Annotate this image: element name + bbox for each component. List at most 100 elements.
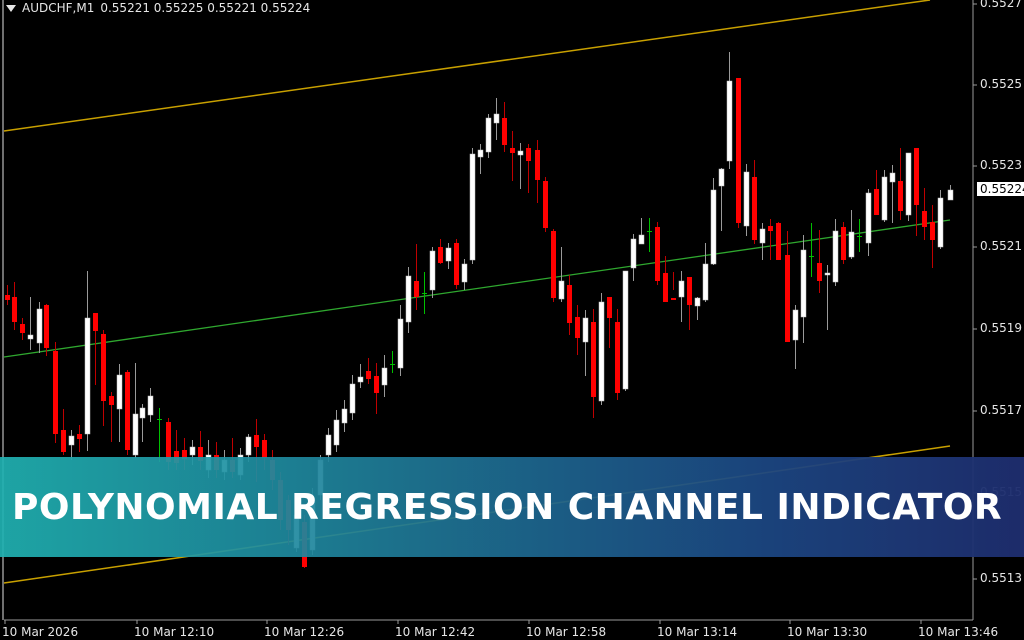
chart-header: AUDCHF,M1 0.55221 0.55225 0.55221 0.5522… xyxy=(6,1,310,15)
candle xyxy=(663,256,668,302)
candle xyxy=(543,177,548,232)
candle xyxy=(817,230,822,293)
candle xyxy=(27,297,34,350)
candle xyxy=(785,231,790,342)
symbol-timeframe: AUDCHF,M1 xyxy=(22,1,95,15)
candle xyxy=(702,243,709,302)
candle xyxy=(898,148,903,220)
candle xyxy=(93,313,98,385)
candle xyxy=(874,170,879,215)
candle xyxy=(36,302,43,353)
time-label: 10 Mar 13:14 xyxy=(657,625,738,639)
price-label: 0.5527 xyxy=(980,0,1022,10)
candle xyxy=(510,131,515,181)
candle xyxy=(889,165,896,223)
candle xyxy=(752,160,757,244)
candle xyxy=(630,234,637,281)
candle xyxy=(551,229,556,302)
candle xyxy=(44,304,49,356)
candle xyxy=(397,305,404,376)
candle xyxy=(109,392,114,442)
candle xyxy=(535,140,540,203)
candle xyxy=(687,277,692,330)
ohlc-values: 0.55221 0.55225 0.55221 0.55224 xyxy=(100,1,311,15)
candle xyxy=(914,148,919,236)
candle xyxy=(157,408,162,462)
candle xyxy=(381,355,388,397)
candle xyxy=(622,270,629,391)
candle xyxy=(947,185,954,201)
candle xyxy=(477,144,484,174)
candle xyxy=(575,305,580,355)
time-label: 10 Mar 13:46 xyxy=(918,625,999,639)
candle xyxy=(526,144,531,193)
candle xyxy=(865,189,872,256)
candle xyxy=(905,152,912,221)
candle xyxy=(493,98,500,140)
candle xyxy=(937,190,944,249)
price-axis-ticks xyxy=(973,3,977,580)
candle xyxy=(710,178,717,265)
time-label: 10 Mar 12:58 xyxy=(526,625,607,639)
time-label: 10 Mar 12:26 xyxy=(264,625,345,639)
candle xyxy=(832,219,839,286)
candle xyxy=(454,239,459,289)
candle xyxy=(930,205,935,268)
candle xyxy=(469,148,476,264)
candle xyxy=(922,188,927,240)
title-banner: POLYNOMIAL REGRESSION CHANNEL INDICATOR xyxy=(0,457,1024,557)
candle xyxy=(647,218,652,252)
candle xyxy=(607,297,612,348)
candle xyxy=(736,78,741,228)
candle xyxy=(800,235,807,343)
price-label: 0.5523 xyxy=(980,158,1022,172)
candle xyxy=(461,259,468,290)
candle xyxy=(848,210,855,259)
candle xyxy=(615,309,620,400)
candles-group xyxy=(5,52,954,568)
candle xyxy=(759,223,766,260)
candle xyxy=(792,305,799,369)
candle xyxy=(20,318,25,340)
candle xyxy=(502,102,507,152)
candle xyxy=(591,309,596,418)
price-label: 0.5519 xyxy=(980,321,1022,335)
candle xyxy=(768,219,773,260)
candle xyxy=(422,272,427,314)
candle xyxy=(101,330,106,426)
candle xyxy=(517,143,524,189)
candle xyxy=(726,52,733,169)
upper-channel-line xyxy=(3,0,931,132)
candle xyxy=(558,247,565,302)
regression-center-line xyxy=(3,219,951,358)
candle xyxy=(132,363,139,458)
candle xyxy=(374,363,379,414)
candle xyxy=(325,428,332,462)
candle xyxy=(582,310,589,376)
banner-title: POLYNOMIAL REGRESSION CHANNEL INDICATOR xyxy=(12,486,1003,528)
candle xyxy=(567,275,572,335)
candle xyxy=(638,218,645,245)
candle xyxy=(125,370,130,455)
candle xyxy=(349,375,356,420)
candle xyxy=(776,222,781,260)
candle xyxy=(655,222,660,285)
price-label: 0.5521 xyxy=(980,239,1022,253)
time-label: 10 Mar 12:42 xyxy=(395,625,476,639)
candle xyxy=(438,239,443,264)
candle xyxy=(341,400,348,432)
triangle-down-icon[interactable] xyxy=(6,5,16,12)
candle xyxy=(694,297,701,320)
candle xyxy=(718,168,725,231)
candle xyxy=(77,425,82,452)
time-axis-ticks xyxy=(4,620,922,624)
price-label: 0.5525 xyxy=(980,77,1022,91)
candle xyxy=(116,364,123,442)
candle xyxy=(12,282,17,330)
candle xyxy=(366,358,371,384)
price-label: 0.5517 xyxy=(980,403,1022,417)
candle xyxy=(5,285,10,305)
candle xyxy=(678,271,685,322)
candle xyxy=(53,342,58,443)
candle xyxy=(61,409,66,455)
